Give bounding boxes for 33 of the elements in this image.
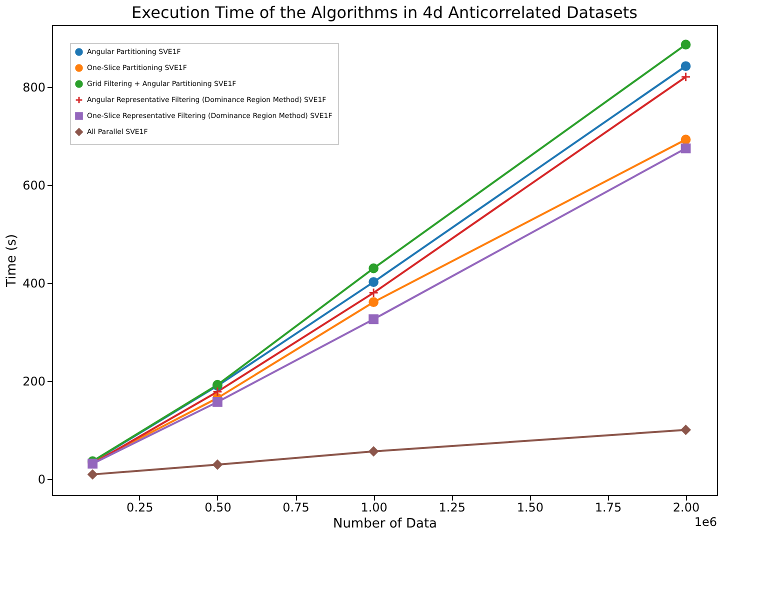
- point: [368, 288, 379, 298]
- point: [680, 40, 691, 50]
- x-tick-label: 1.75: [594, 500, 622, 514]
- y-tick-label: 0: [38, 472, 46, 486]
- point: [212, 397, 222, 407]
- y-tick-label: 600: [22, 178, 46, 193]
- point: [368, 446, 379, 456]
- y-axis-title: Time (s): [4, 234, 20, 288]
- point: [212, 460, 222, 470]
- x-tick-label: 2.00: [672, 500, 700, 514]
- point: [680, 134, 691, 144]
- point: [368, 297, 379, 308]
- x-tick-label: 0.75: [282, 500, 310, 514]
- point: [680, 143, 691, 154]
- chart-title: Execution Time of the Algorithms in 4d Anticorrelated Datasets: [132, 3, 638, 22]
- y-tick-label: 200: [22, 374, 46, 388]
- x-tick-label: 1.25: [438, 500, 466, 514]
- y-tick-label: 400: [22, 276, 46, 291]
- x-tick-label: 0.50: [204, 500, 232, 514]
- y-tick-label: 800: [22, 80, 46, 95]
- point: [88, 470, 98, 480]
- point: [368, 314, 379, 324]
- point: [680, 61, 691, 72]
- point: [368, 263, 379, 274]
- x-axis-title: Number of Data: [332, 516, 438, 532]
- point: [680, 424, 691, 435]
- point: [680, 72, 691, 82]
- x-tick-label: 1.50: [516, 500, 544, 514]
- x-tick-label: 1.00: [360, 500, 388, 514]
- point: [368, 277, 379, 287]
- point: [212, 386, 222, 397]
- text: 1e6: [694, 515, 717, 529]
- x-tick-label: 0.25: [126, 500, 154, 514]
